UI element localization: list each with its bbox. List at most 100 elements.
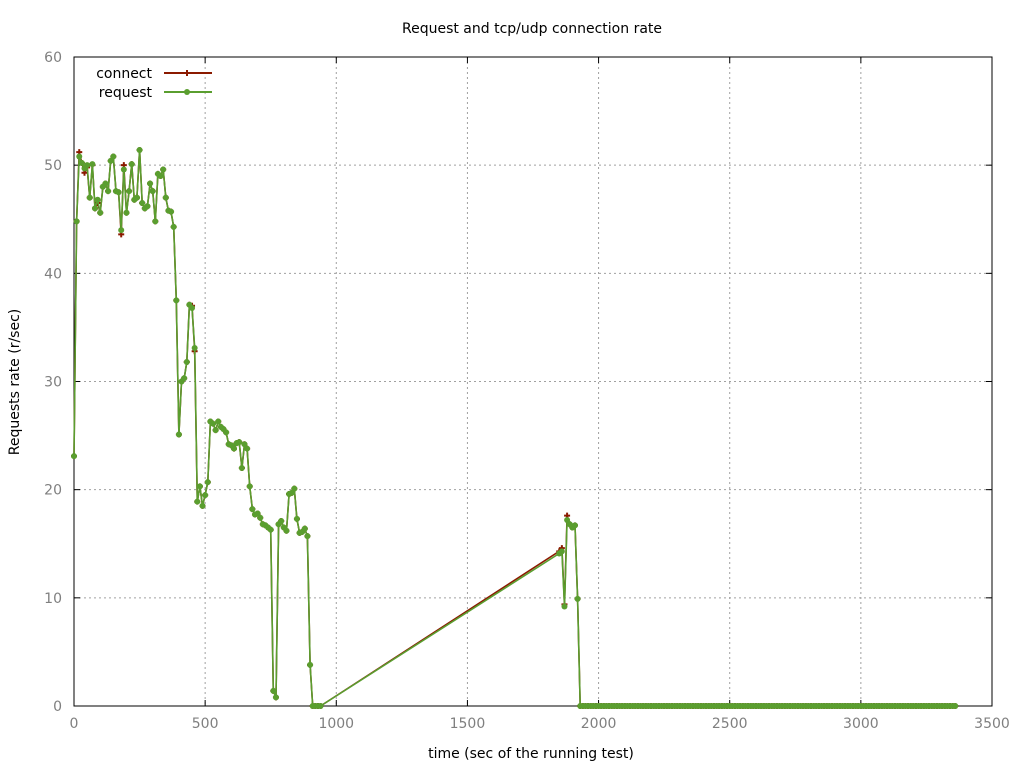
data-point-request — [181, 375, 188, 382]
data-point-request — [71, 453, 77, 460]
data-point-request — [257, 514, 264, 521]
data-point-request — [189, 304, 196, 311]
y-axis-label: Requests rate (r/sec) — [7, 309, 23, 456]
x-tick-label: 3000 — [843, 716, 879, 732]
data-point-request — [105, 188, 112, 195]
y-axis-ticks: 0 10 20 30 40 50 60 — [44, 50, 992, 715]
data-point-request — [126, 188, 133, 195]
data-point-request — [149, 188, 156, 195]
legend-marker-connect — [184, 70, 190, 76]
y-tick-label: 60 — [44, 50, 62, 66]
data-point-request — [267, 526, 274, 533]
series-request — [71, 147, 959, 709]
data-point-request — [210, 420, 217, 427]
data-point-request — [120, 166, 127, 173]
data-point-request — [183, 359, 190, 366]
data-point-request — [94, 196, 101, 203]
data-point-request — [952, 703, 959, 709]
data-point-request — [564, 516, 571, 523]
y-tick-label: 50 — [44, 158, 62, 174]
data-point-request — [144, 203, 151, 210]
data-point-request — [160, 166, 167, 173]
data-point-request — [558, 548, 565, 555]
data-point-request — [223, 429, 230, 436]
data-point-request — [202, 492, 209, 499]
data-point-request — [301, 525, 308, 532]
data-point-request — [254, 510, 261, 517]
x-tick-label: 2000 — [581, 716, 617, 732]
grid-lines — [74, 57, 992, 706]
data-point-request — [196, 483, 203, 490]
data-point-request — [110, 153, 117, 160]
data-point-request — [128, 161, 135, 168]
data-point-request — [571, 522, 578, 529]
chart-title: Request and tcp/udp connection rate — [402, 21, 662, 37]
legend-marker-point — [184, 89, 190, 95]
data-point-request — [278, 518, 285, 525]
x-axis-ticks: 0 500 1000 1500 2000 2500 3000 3500 — [70, 57, 1010, 732]
data-point-request — [89, 161, 96, 168]
data-point-request — [236, 439, 243, 446]
data-point-request — [162, 194, 169, 201]
data-point-request — [215, 418, 222, 425]
data-point-request — [574, 595, 581, 602]
data-point-request — [244, 445, 251, 452]
data-point-request — [304, 533, 311, 540]
series-line-connect — [73, 149, 956, 707]
data-point-request — [238, 465, 245, 472]
data-point-request — [204, 479, 211, 486]
series-connect — [71, 147, 959, 709]
data-point-request — [139, 200, 146, 207]
data-point-request — [107, 157, 114, 164]
data-point-request — [241, 441, 248, 448]
data-point-request — [73, 218, 80, 225]
data-point-request — [272, 694, 279, 701]
data-point-request — [270, 687, 277, 694]
data-point-request — [91, 205, 98, 212]
legend-marker-point — [184, 70, 190, 76]
x-tick-label: 0 — [70, 716, 79, 732]
legend-marker-request — [184, 89, 190, 95]
legend: connect request — [96, 66, 212, 101]
data-point-request — [123, 209, 130, 216]
y-tick-label: 0 — [53, 699, 62, 715]
data-point-request — [115, 189, 122, 196]
data-point-request — [78, 160, 85, 167]
y-tick-label: 30 — [44, 375, 62, 391]
data-point-request — [230, 445, 237, 452]
x-axis-label: time (sec of the running test) — [428, 746, 634, 762]
data-point-request — [288, 489, 295, 496]
data-point-request — [194, 498, 201, 505]
data-point-request — [97, 209, 104, 216]
series-layer — [71, 147, 959, 709]
x-tick-label: 2500 — [712, 716, 748, 732]
x-tick-label: 1000 — [318, 716, 354, 732]
data-point-request — [561, 603, 568, 610]
data-point-request — [133, 194, 140, 201]
data-point-request — [152, 218, 159, 225]
legend-label-connect: connect — [96, 66, 152, 82]
data-point-request — [317, 703, 324, 709]
data-point-request — [293, 515, 300, 522]
data-point-request — [86, 194, 93, 201]
data-point-request — [307, 661, 314, 668]
data-point-request — [291, 485, 298, 492]
x-tick-label: 1500 — [450, 716, 486, 732]
data-point-request — [199, 502, 206, 509]
data-point-request — [249, 506, 256, 513]
y-tick-label: 10 — [44, 591, 62, 607]
data-point-request — [136, 147, 143, 154]
y-tick-label: 20 — [44, 483, 62, 499]
data-point-request — [84, 162, 91, 169]
legend-label-request: request — [99, 85, 153, 101]
data-point-request — [170, 223, 177, 230]
x-tick-label: 500 — [192, 716, 219, 732]
x-tick-label: 3500 — [974, 716, 1010, 732]
data-point-request — [212, 427, 219, 434]
data-point-request — [246, 483, 253, 490]
data-point-request — [173, 297, 180, 304]
data-point-request — [283, 527, 290, 534]
data-point-request — [191, 344, 198, 351]
data-point-request — [168, 208, 175, 215]
